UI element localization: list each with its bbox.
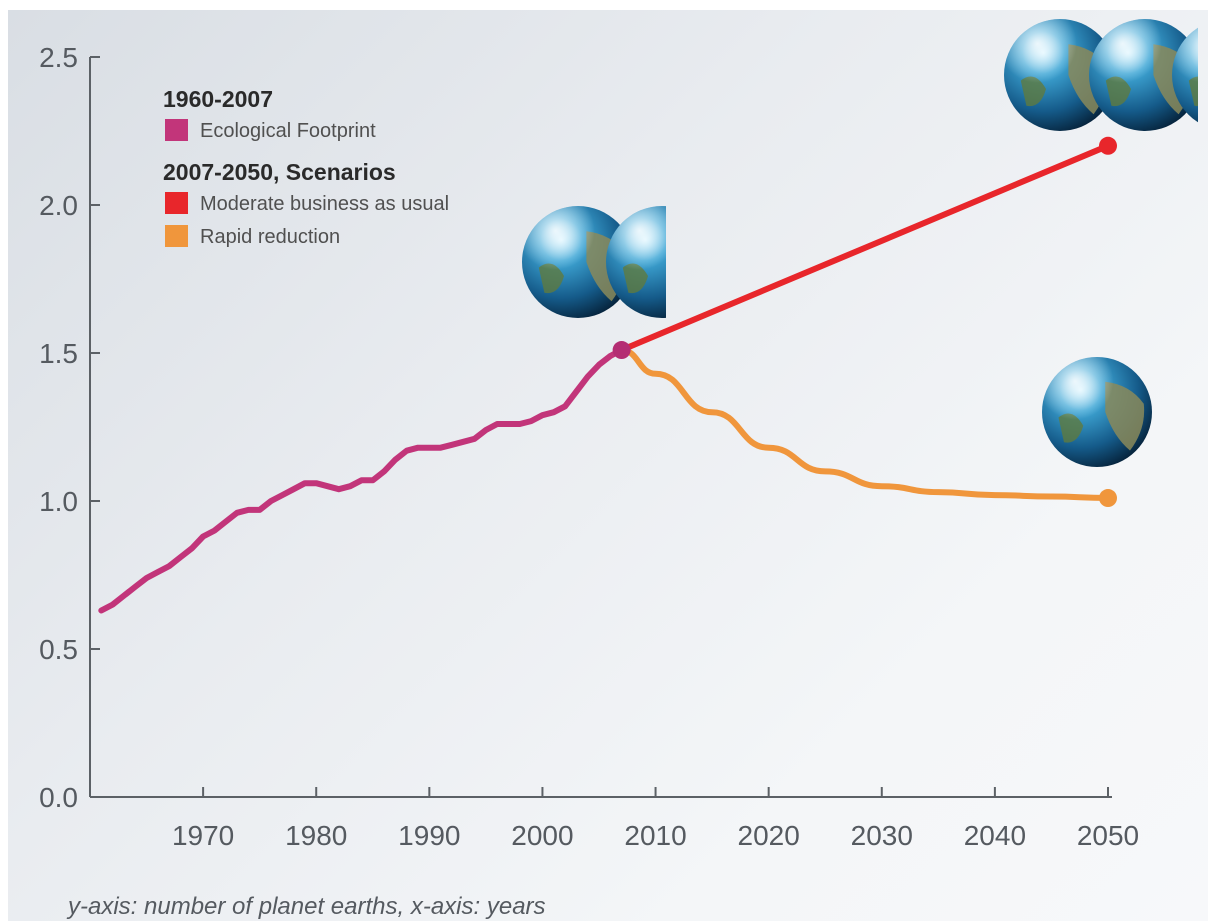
- earth-highlight: [522, 206, 634, 318]
- earth-icons: [522, 19, 1198, 467]
- x-tick-label: 1980: [285, 820, 347, 851]
- x-tick-label: 2040: [964, 820, 1026, 851]
- earth-group-2050-business: [1004, 19, 1198, 131]
- y-tick-label: 0.0: [39, 782, 78, 813]
- y-tick-label: 2.0: [39, 190, 78, 221]
- earth-highlight: [1089, 19, 1198, 131]
- marker-2007: [612, 341, 631, 360]
- legend-heading: 2007-2050, Scenarios: [163, 159, 396, 185]
- earth-continent: [670, 231, 710, 301]
- y-tick-label: 2.5: [39, 42, 78, 73]
- earth-highlight: [1042, 357, 1152, 467]
- earth-highlight: [1172, 27, 1198, 123]
- y-tick-label: 0.5: [39, 634, 78, 665]
- earth-highlight: [606, 206, 666, 318]
- business-as-usual-line: [618, 142, 1111, 353]
- x-tick-label: 1990: [398, 820, 460, 851]
- earth-group-2007: [522, 206, 710, 318]
- x-tick-label: 2030: [851, 820, 913, 851]
- chart-caption: y-axis: number of planet earths, x-axis:…: [66, 893, 546, 920]
- earth-icon: [606, 206, 710, 318]
- earth-icon: [522, 206, 634, 318]
- axes: 0.0 0.5 1.0 1.5 2.0 2.5 1970 1980 1990 2000 2010 20…: [39, 42, 1139, 851]
- earth-icon: [1004, 19, 1116, 131]
- x-tick-label: 2010: [624, 820, 686, 851]
- legend-swatch: [165, 192, 188, 214]
- series-layer: [98, 136, 1117, 614]
- rapid-reduction-line: [618, 347, 1111, 502]
- legend: 1960-2007 Ecological Footprint 2007-2050, …: [163, 86, 449, 248]
- x-tick-label: 2050: [1077, 820, 1139, 851]
- legend-swatch: [165, 225, 188, 247]
- chart-background: [8, 10, 1208, 921]
- earth-icon: [1042, 357, 1152, 467]
- earth-icon: [1172, 27, 1198, 123]
- marker-2050-reduction: [1099, 489, 1117, 508]
- footprint-line: [98, 347, 625, 614]
- y-tick-label: 1.0: [39, 486, 78, 517]
- legend-label: Rapid reduction: [200, 226, 340, 248]
- x-tick-label: 2020: [738, 820, 800, 851]
- x-tick-label: 1970: [172, 820, 234, 851]
- y-tick-label: 1.5: [39, 338, 78, 369]
- earth-highlight: [1004, 19, 1116, 131]
- legend-label: Moderate business as usual: [200, 193, 449, 215]
- legend-label: Ecological Footprint: [200, 120, 376, 142]
- marker-2050-business: [1099, 136, 1117, 155]
- legend-heading: 1960-2007: [163, 86, 273, 112]
- x-tick-label: 2000: [511, 820, 573, 851]
- legend-swatch: [165, 119, 188, 141]
